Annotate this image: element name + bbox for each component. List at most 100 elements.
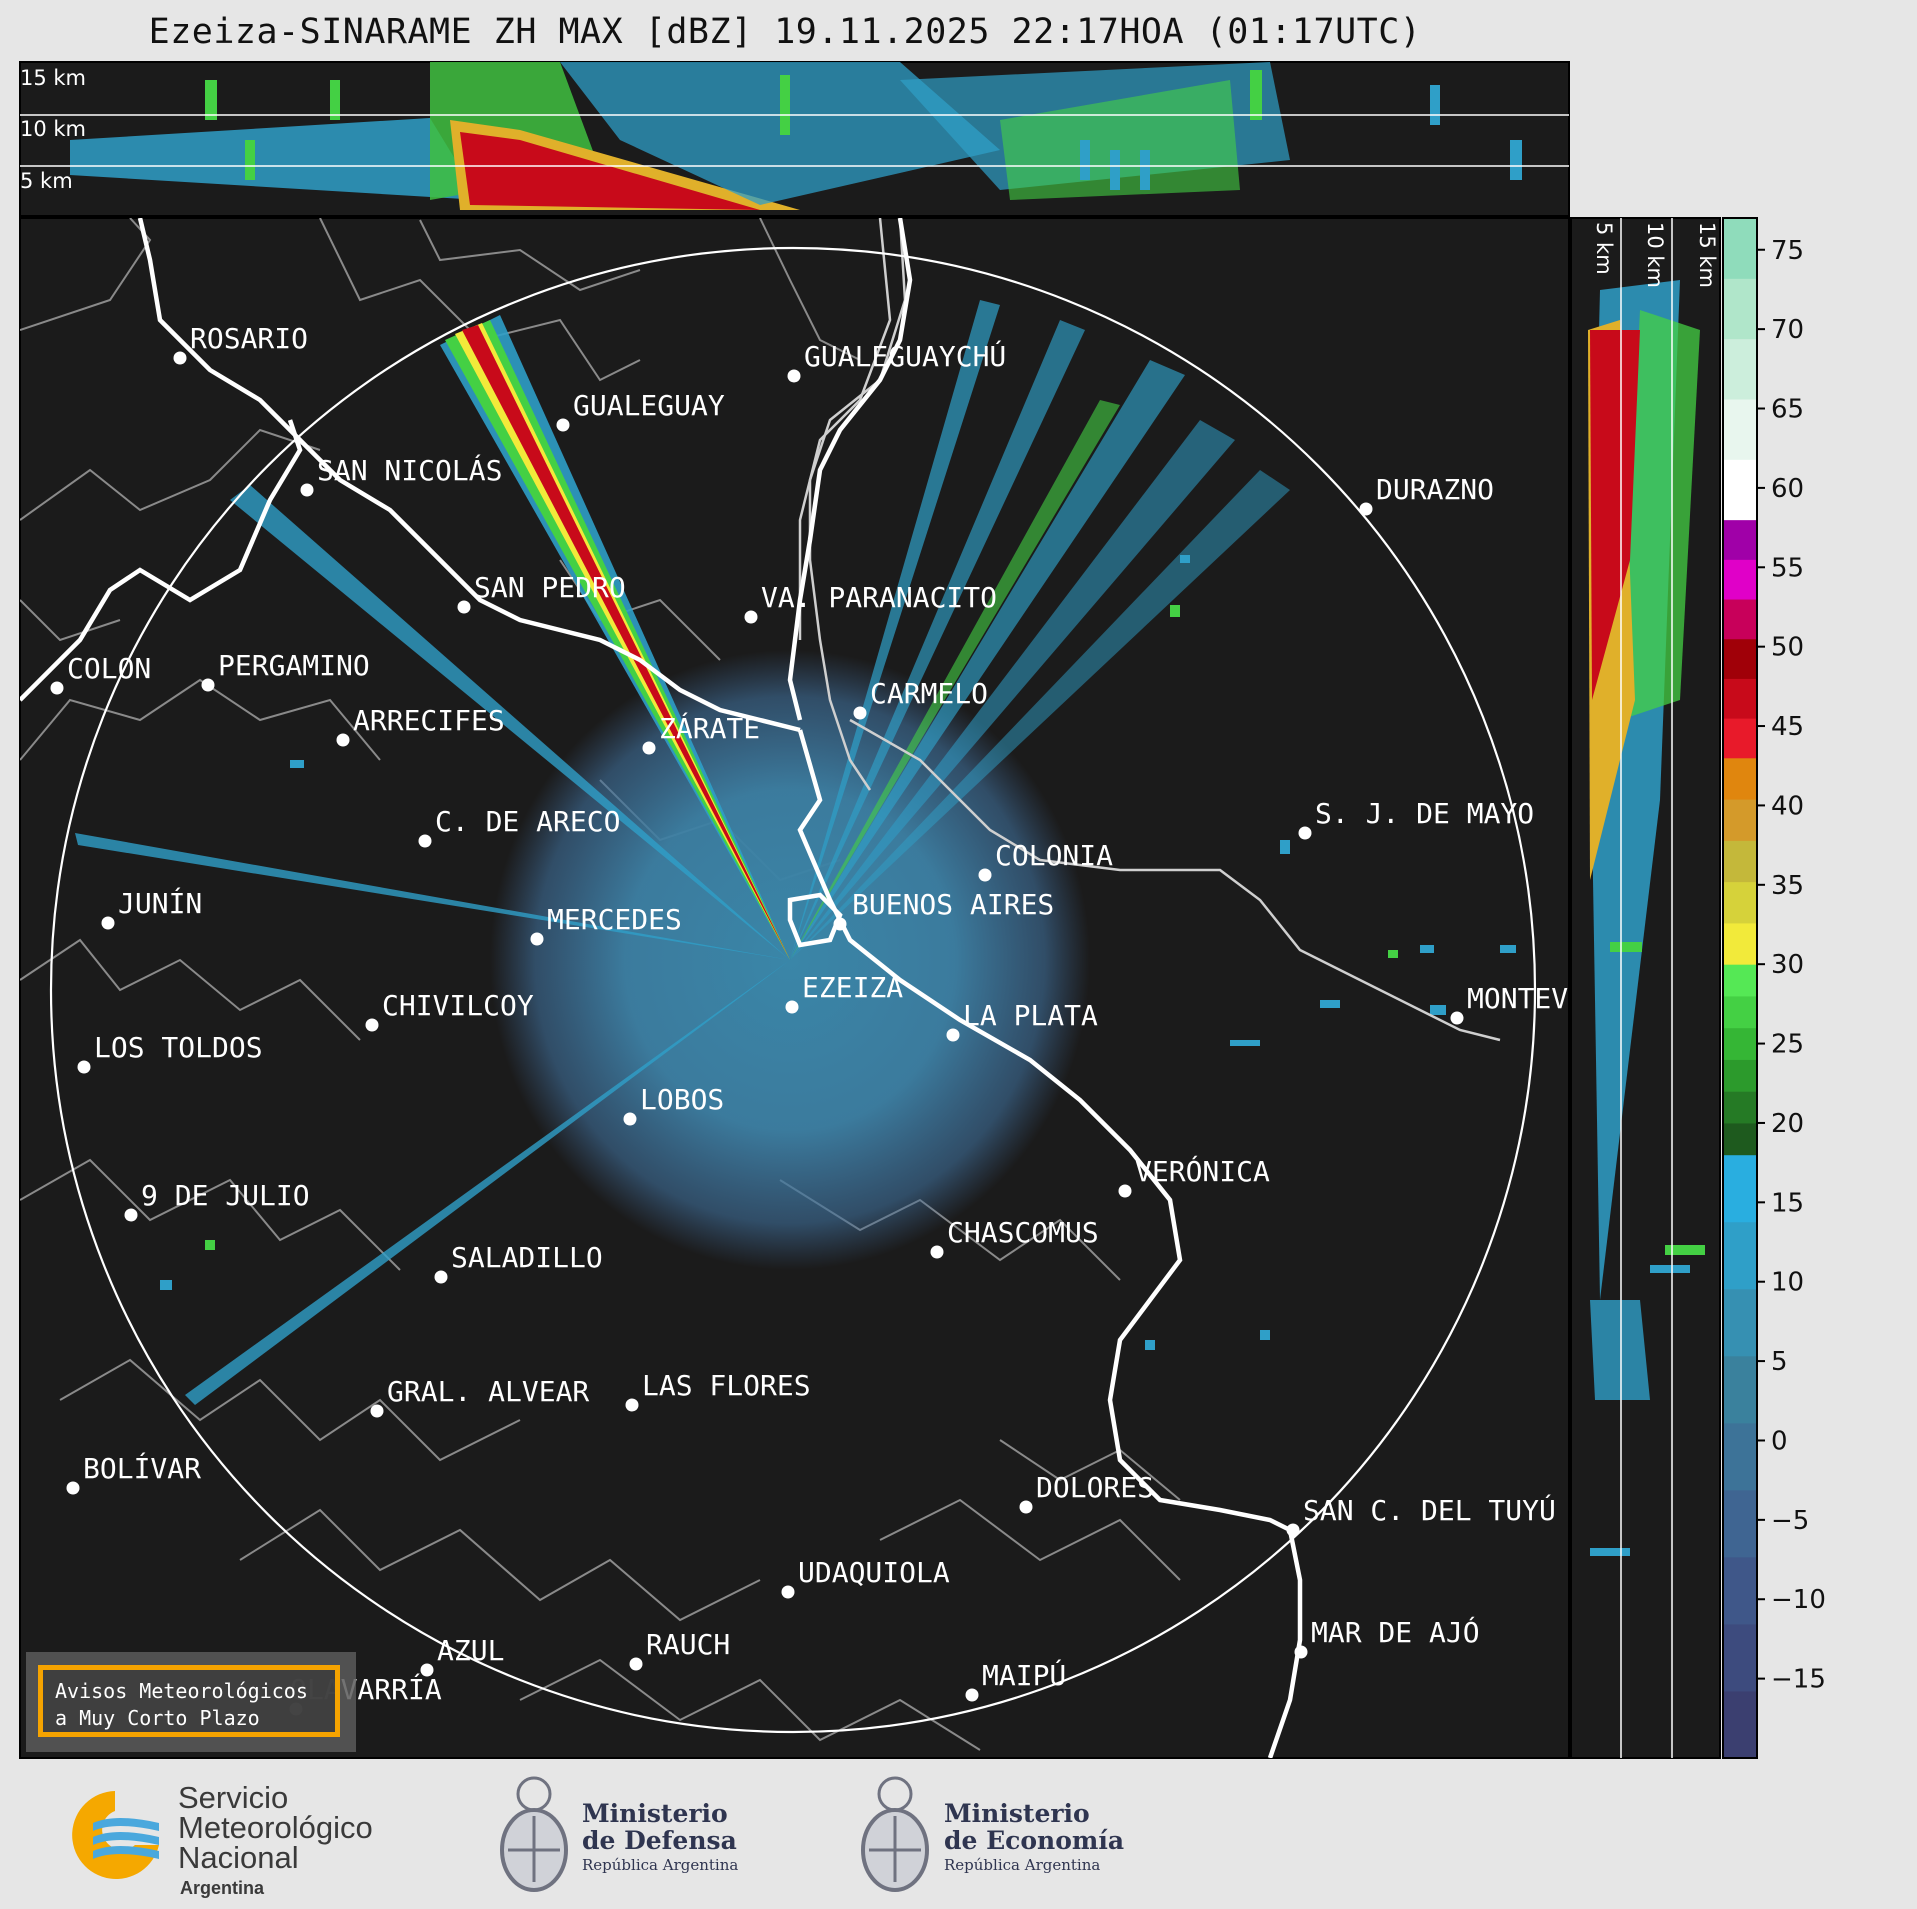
colorbar-band	[1723, 1690, 1757, 1759]
colorbar-tick-label: 40	[1771, 791, 1804, 821]
colorbar-tick-label: −5	[1771, 1506, 1809, 1536]
colorbar-band	[1723, 718, 1757, 759]
colorbar-band	[1723, 218, 1757, 279]
city-marker-icon	[642, 741, 656, 755]
city-label: DURAZNO	[1376, 473, 1494, 506]
city-label: 9 DE JULIO	[141, 1179, 310, 1212]
city-marker-icon	[946, 1028, 960, 1042]
city-marker-icon	[201, 678, 215, 692]
city-marker-icon	[66, 1481, 80, 1495]
colorbar-tick-label: −10	[1771, 1585, 1826, 1615]
colorbar-band	[1723, 840, 1757, 883]
city-c-de-areco: C. DE ARECO	[418, 805, 620, 848]
city-gualeguay: GUALEGUAY	[556, 389, 725, 432]
city-label: COLONIA	[995, 839, 1113, 872]
colorbar-frame	[1722, 217, 1758, 1759]
city-marker-icon	[833, 917, 847, 931]
page-title: Ezeiza-SINARAME ZH MAX [dBZ] 19.11.2025 …	[148, 12, 1422, 52]
city-label: C. DE ARECO	[435, 805, 620, 838]
city-label: LOBOS	[640, 1083, 724, 1116]
city-marker-icon	[300, 483, 314, 497]
colorbar-tick-label: 5	[1771, 1347, 1788, 1377]
city-marker-icon	[1019, 1500, 1033, 1514]
side-height-panel: 5 km 10 km 15 km	[1570, 217, 1721, 1759]
city-marker-icon	[530, 932, 544, 946]
city-label: COLON	[67, 652, 151, 685]
city-label: BOLÍVAR	[83, 1451, 201, 1485]
city-label: ROSARIO	[190, 322, 308, 355]
colorbar-tick-label: 55	[1771, 553, 1804, 583]
range-ring	[49, 246, 1537, 1734]
city-marker-icon	[623, 1112, 637, 1126]
economia-wordmark: Ministerio de Economía República Argenti…	[944, 1800, 1124, 1876]
city-marker-icon	[457, 600, 471, 614]
colorbar-band	[1723, 678, 1757, 719]
city-marker-icon	[336, 733, 350, 747]
storm-band	[440, 315, 790, 960]
city-label: SALADILLO	[451, 1241, 603, 1274]
city-chivilcoy: CHIVILCOY	[365, 989, 534, 1032]
city-label: GRAL. ALVEAR	[387, 1375, 589, 1408]
smn-line3: Nacional	[178, 1840, 299, 1875]
city-layer: ROSARIO GUALEGUAYCHÚ GUALEGUAY SAN NICOLÁS D…	[50, 322, 1636, 1716]
city-mar-de-aj: MAR DE AJÓ	[1294, 1615, 1480, 1659]
colorbar-tick-label: 70	[1771, 315, 1804, 345]
colorbar-band	[1723, 995, 1757, 1029]
city-s-j-de-mayo: S. J. DE MAYO	[1298, 797, 1534, 840]
city-ezeiza: EZEIZA	[785, 971, 903, 1014]
warning-badge-line1: Avisos Meteorológicos	[55, 1679, 308, 1703]
city-label: CHASCOMUS	[947, 1216, 1099, 1249]
smn-line2: Meteorológico	[178, 1810, 373, 1845]
city-marker-icon	[434, 1270, 448, 1284]
colorbar-band	[1723, 1154, 1757, 1223]
city-marker-icon	[1286, 1523, 1300, 1537]
top-height-panel: 15 km 10 km 5 km	[19, 61, 1570, 217]
city-label: DOLORES	[1036, 1471, 1154, 1504]
city-marker-icon	[1359, 502, 1373, 516]
city-gral-alvear: GRAL. ALVEAR	[370, 1375, 589, 1418]
city-label: JUNÍN	[118, 886, 202, 920]
city-label: MONTEVIDEO	[1467, 982, 1636, 1015]
city-rosario: ROSARIO	[173, 322, 308, 365]
city-dolores: DOLORES	[1019, 1471, 1154, 1514]
city-marker-icon	[365, 1018, 379, 1032]
colorbar-band	[1723, 1221, 1757, 1290]
economia-line1: Ministerio	[944, 1799, 1090, 1828]
city-label: ARRECIFES	[353, 704, 505, 737]
city-marker-icon	[173, 351, 187, 365]
colorbar-band	[1723, 964, 1757, 997]
defensa-line2: de Defensa	[582, 1826, 737, 1855]
city-udaquiola: UDAQUIOLA	[781, 1556, 950, 1599]
city-mercedes: MERCEDES	[530, 903, 682, 946]
city-label: BUENOS AIRES	[852, 888, 1054, 921]
top-height-label-15: 15 km	[20, 66, 86, 90]
city-marker-icon	[1294, 1645, 1308, 1659]
city-buenos-aires: BUENOS AIRES	[833, 888, 1054, 931]
city-colonia: COLONIA	[978, 839, 1113, 882]
city-marker-icon	[77, 1060, 91, 1074]
city-marker-icon	[781, 1585, 795, 1599]
colorbar-band	[1723, 638, 1757, 679]
city-marker-icon	[965, 1688, 979, 1702]
city-label: MAR DE AJÓ	[1311, 1615, 1480, 1649]
colorbar-band	[1723, 1091, 1757, 1124]
colorbar-tick-label: 10	[1771, 1268, 1804, 1298]
smn-line1: Servicio	[178, 1780, 289, 1815]
side-height-label-10: 10 km	[1643, 222, 1667, 288]
colorbar-tick-label: −15	[1771, 1665, 1826, 1695]
city-marker-icon	[1298, 826, 1312, 840]
radar-map: ROSARIO GUALEGUAYCHÚ GUALEGUAY SAN NICOLÁS D…	[19, 217, 1636, 1759]
city-label: UDAQUIOLA	[798, 1556, 950, 1589]
warning-badge[interactable]: Avisos Meteorológicos a Muy Corto Plazo	[38, 1665, 340, 1737]
city-jun-n: JUNÍN	[101, 886, 202, 930]
economia-line2: de Economía	[944, 1826, 1125, 1855]
city-label: VA. PARANACITO	[761, 581, 997, 614]
rivers	[798, 218, 1501, 1042]
defensa-line1: Ministerio	[582, 1799, 728, 1828]
city-marker-icon	[744, 610, 758, 624]
city-9-de-julio: 9 DE JULIO	[124, 1179, 310, 1222]
city-marker-icon	[625, 1398, 639, 1412]
city-label: AZUL	[437, 1634, 504, 1667]
economia-line3: República Argentina	[944, 1856, 1101, 1874]
